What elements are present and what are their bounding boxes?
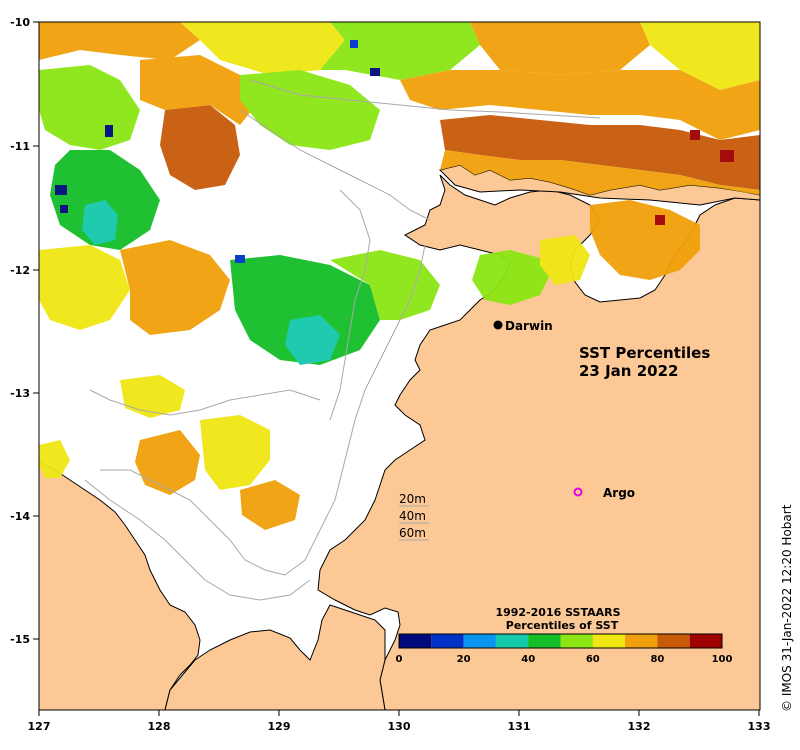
- lon-tick-label: 129: [268, 720, 291, 733]
- lat-tick-label: -10: [10, 16, 30, 29]
- colorbar-swatch: [528, 634, 561, 648]
- lat-tick-label: -14: [10, 510, 30, 523]
- colorbar-swatch: [495, 634, 529, 648]
- lon-tick-label: 127: [28, 720, 51, 733]
- sst-clusters: [39, 22, 760, 530]
- argo-marker: [573, 487, 583, 497]
- colorbar-swatch: [689, 634, 722, 648]
- colorbar-tick: 20: [457, 654, 471, 665]
- colorbar-swatch: [657, 634, 690, 648]
- depth-legend: 20m 40m 60m: [399, 492, 429, 541]
- colorbar-title-line1: 1992-2016 SSTAARS: [495, 606, 620, 619]
- lat-axis: -10 -11 -12 -13 -14 -15: [10, 16, 39, 646]
- lon-tick-label: 133: [748, 720, 771, 733]
- lon-tick-label: 128: [148, 720, 171, 733]
- lon-tick-label: 132: [628, 720, 651, 733]
- depth-label-40m: 40m: [399, 509, 426, 523]
- colorbar-title-line2: Percentiles of SST: [506, 619, 619, 632]
- colorbar-swatch: [399, 634, 432, 648]
- colorbar-frame: [398, 633, 723, 649]
- colorbar-swatch: [431, 634, 464, 648]
- lat-tick-label: -11: [10, 140, 30, 153]
- lat-tick-label: -15: [10, 633, 30, 646]
- darwin-marker: [493, 320, 503, 330]
- lat-tick-label: -13: [10, 387, 30, 400]
- lon-tick-label: 131: [508, 720, 531, 733]
- colorbar-tick: 100: [712, 654, 733, 665]
- argo-label: Argo: [603, 486, 635, 500]
- depth-label-20m: 20m: [399, 492, 426, 506]
- plot-area: [38, 22, 761, 711]
- lon-tick-label: 130: [388, 720, 411, 733]
- colorbar-swatch: [592, 634, 626, 648]
- lat-tick-label: -12: [10, 264, 30, 277]
- credit-text: © IMOS 31-Jan-2022 12:20 Hobart: [780, 504, 794, 712]
- colorbar-tick: 60: [586, 654, 600, 665]
- colorbar-tick: 40: [521, 654, 535, 665]
- colorbar-swatch: [560, 634, 593, 648]
- colorbar-tick: 80: [650, 654, 664, 665]
- lon-axis: 127 128 129 130 131 132 133: [28, 710, 771, 733]
- colorbar-swatch: [463, 634, 496, 648]
- colorbar-tick: 0: [396, 654, 403, 665]
- depth-contours: [84, 79, 601, 601]
- land-west-coast: [38, 461, 201, 711]
- colorbar: 1992-2016 SSTAARS Percentiles of SST 0 2…: [396, 606, 733, 665]
- map-title-line1: SST Percentiles: [579, 344, 710, 362]
- map-title-line2: 23 Jan 2022: [579, 362, 678, 380]
- darwin-label: Darwin: [505, 319, 553, 333]
- colorbar-swatch: [625, 634, 658, 648]
- land-south: [164, 604, 386, 711]
- depth-label-60m: 60m: [399, 526, 426, 540]
